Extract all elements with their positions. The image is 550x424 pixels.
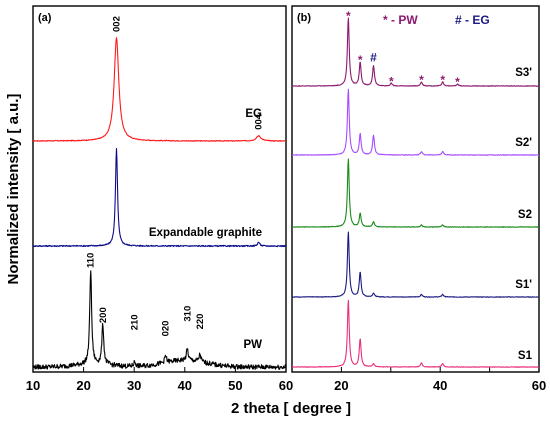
panel-b-traces bbox=[291, 17, 540, 368]
series-label: EG bbox=[245, 108, 262, 120]
peak-annotation: 004 bbox=[254, 113, 265, 130]
series-line-expandable-graphite bbox=[32, 148, 287, 248]
peak-marker: * bbox=[419, 73, 424, 87]
peak-marker: * bbox=[455, 75, 460, 89]
y-axis-label: Normalized intensity [ a.u.] bbox=[5, 94, 22, 285]
x-tick-label: 50 bbox=[228, 378, 242, 393]
x-tick-label: 60 bbox=[532, 378, 546, 393]
peak-annotation: 002 bbox=[112, 16, 123, 32]
panel-a: (a) 10 20 30 40 50 60 EG Expandable graphite PW… bbox=[26, 5, 293, 393]
series-line-s2 bbox=[291, 158, 540, 228]
panel-a-x-ticks: 10 20 30 40 50 60 bbox=[26, 367, 293, 393]
series-label: PW bbox=[243, 339, 262, 351]
peak-annotation: 200 bbox=[98, 307, 109, 323]
x-axis-label: 2 theta [ degree ] bbox=[231, 400, 351, 417]
series-label: Expandable graphite bbox=[149, 227, 262, 239]
panel-b-peak-markers: * * # * * * * bbox=[346, 9, 460, 89]
panel-a-traces bbox=[32, 37, 287, 370]
x-tick-label: 20 bbox=[76, 378, 90, 393]
peak-marker: * bbox=[358, 53, 363, 67]
series-label: S2 bbox=[518, 209, 532, 221]
series-line-s2- bbox=[291, 88, 540, 156]
x-tick-label: 20 bbox=[334, 378, 348, 393]
peak-marker: * bbox=[389, 74, 394, 88]
peak-marker: * bbox=[346, 9, 351, 23]
panel-a-series-labels: EG Expandable graphite PW bbox=[149, 108, 262, 351]
peak-annotation: 110 bbox=[86, 253, 97, 268]
peak-annotation: 220 bbox=[195, 314, 206, 330]
legend-pw: * - PW bbox=[383, 13, 418, 27]
panel-a-label: (a) bbox=[38, 12, 52, 24]
panel-b: (b) * - PW # - EG 20 40 60 S3' S2' S2 S1' S1 *… bbox=[291, 5, 546, 393]
x-tick-label: 40 bbox=[433, 378, 447, 393]
series-line-s3- bbox=[291, 17, 540, 87]
x-tick-label: 30 bbox=[127, 378, 141, 393]
series-line-pw bbox=[32, 270, 287, 370]
series-line-eg bbox=[32, 37, 287, 142]
series-label: S1 bbox=[518, 350, 533, 362]
series-line-s1 bbox=[291, 299, 540, 368]
x-tick-label: 40 bbox=[178, 378, 192, 393]
panel-b-frame bbox=[291, 5, 540, 373]
legend-eg: # - EG bbox=[455, 13, 490, 27]
peak-marker: * bbox=[440, 73, 445, 87]
panel-b-x-ticks: 20 40 60 bbox=[291, 367, 546, 393]
peak-marker: # bbox=[370, 51, 377, 65]
panel-b-label: (b) bbox=[297, 12, 311, 24]
peak-annotation: 210 bbox=[130, 314, 141, 330]
peak-annotation: 310 bbox=[182, 306, 193, 322]
series-label: S2' bbox=[515, 137, 532, 149]
panel-a-frame bbox=[32, 5, 287, 373]
series-label: S1' bbox=[515, 279, 532, 291]
panel-a-peak-annotations: 002 004 110 200 210 020 310 220 bbox=[86, 16, 265, 336]
series-label: S3' bbox=[515, 67, 532, 79]
panel-b-series-labels: S3' S2' S2 S1' S1 bbox=[515, 67, 532, 362]
x-tick-label: 10 bbox=[26, 378, 40, 393]
peak-annotation: 020 bbox=[161, 321, 172, 337]
x-tick-label: 60 bbox=[279, 378, 293, 393]
series-line-s1- bbox=[291, 231, 540, 298]
